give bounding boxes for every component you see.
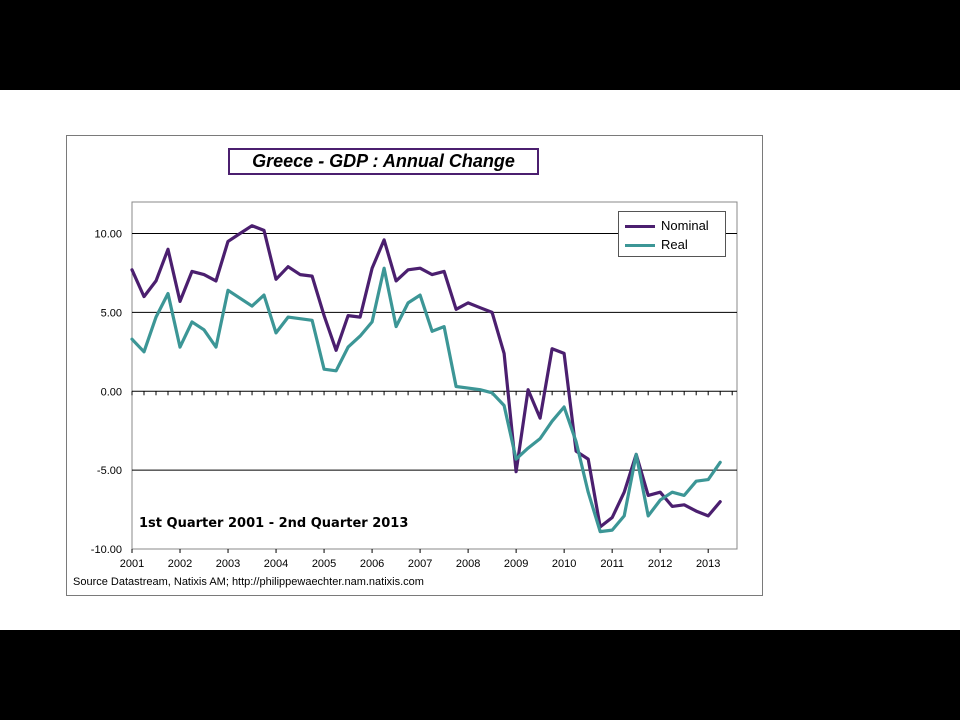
x-tick-label-1: 2002 bbox=[168, 558, 192, 570]
x-tick-label-10: 2011 bbox=[600, 558, 624, 570]
series-line-real bbox=[130, 266, 722, 534]
x-tick-label-8: 2009 bbox=[504, 558, 528, 570]
y-tick-label-4: -10.00 bbox=[91, 544, 122, 556]
series-line-nominal bbox=[130, 224, 722, 529]
x-tick-label-12: 2013 bbox=[696, 558, 720, 570]
legend-swatch-real bbox=[625, 244, 655, 247]
plot-area bbox=[131, 201, 738, 550]
x-tick-label-0: 2001 bbox=[120, 558, 144, 570]
chart-plot: 10.00 5.00 0.00 -5.00 -10.00 2001 2002 2003 2004… bbox=[91, 201, 738, 570]
x-tick-label-7: 2008 bbox=[456, 558, 480, 570]
x-tick-label-2: 2003 bbox=[216, 558, 240, 570]
chart-frame: 10.00 5.00 0.00 -5.00 -10.00 2001 2002 2003 2004… bbox=[66, 135, 763, 596]
x-tick-label-5: 2006 bbox=[360, 558, 384, 570]
y-tick-label-3: -5.00 bbox=[97, 465, 122, 477]
y-tick-label-2: 0.00 bbox=[101, 386, 122, 398]
chart-subtitle: 1st Quarter 2001 - 2nd Quarter 2013 bbox=[139, 516, 409, 531]
x-tick-label-4: 2005 bbox=[312, 558, 336, 570]
x-tick-label-11: 2012 bbox=[648, 558, 672, 570]
y-tick-label-1: 5.00 bbox=[101, 307, 122, 319]
slide: 10.00 5.00 0.00 -5.00 -10.00 2001 2002 2003 2004… bbox=[0, 90, 960, 630]
legend-label-nominal: Nominal bbox=[661, 218, 709, 233]
x-tick-label-9: 2010 bbox=[552, 558, 576, 570]
y-tick-label-0: 10.00 bbox=[94, 229, 122, 241]
x-tick-label-3: 2004 bbox=[264, 558, 288, 570]
legend-label-real: Real bbox=[661, 237, 688, 252]
x-tick-label-6: 2007 bbox=[408, 558, 432, 570]
legend-swatch-nominal bbox=[625, 225, 655, 228]
source-note: Source Datastream, Natixis AM; http://ph… bbox=[73, 576, 424, 588]
chart-legend: Nominal Real bbox=[618, 211, 726, 257]
chart-title: Greece - GDP : Annual Change bbox=[228, 148, 539, 175]
